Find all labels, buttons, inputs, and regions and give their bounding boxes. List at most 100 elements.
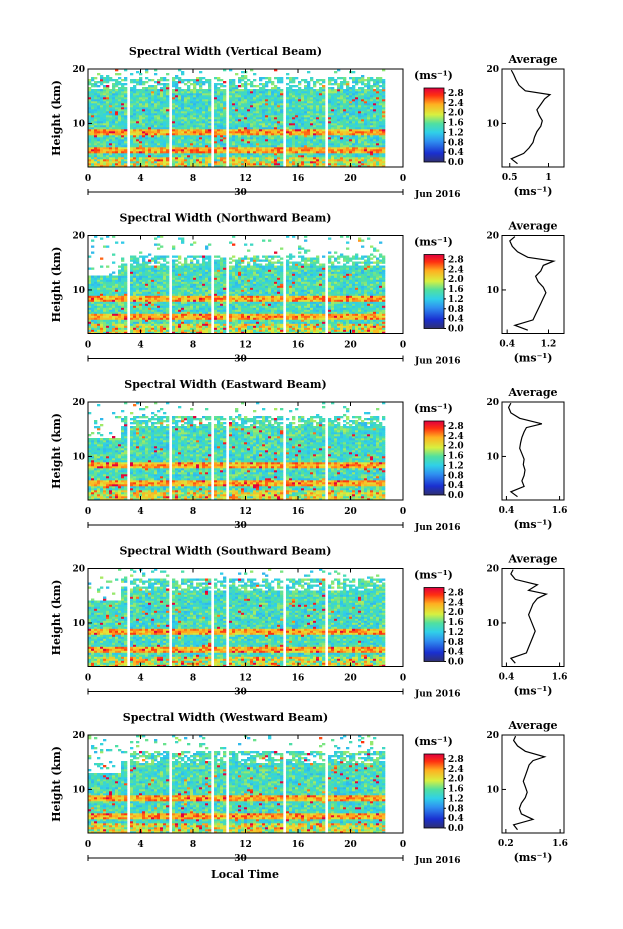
y-tick-label: 10	[72, 119, 85, 129]
x-tick-label: 0	[85, 674, 91, 684]
x-tick-label: 20	[344, 174, 357, 184]
y-tick-label: 20	[72, 398, 85, 408]
colorbar-tick-label: 2.0	[448, 275, 464, 285]
x-tick-label: 4	[137, 674, 143, 684]
y-axis-label: Height (km)	[50, 80, 63, 156]
profile-x-tick-label: 1.6	[552, 673, 568, 683]
x-tick-label: 16	[292, 174, 305, 184]
profile-y-tick-label: 10	[486, 286, 499, 296]
colorbar-tick-label: 0.0	[448, 658, 464, 668]
colorbar-tick-label: 2.4	[448, 432, 464, 442]
colorbar-tick-label: 0.8	[448, 471, 464, 481]
month-label: Jun 2016	[414, 523, 461, 533]
x-tick-label: 12	[239, 674, 252, 684]
month-label: Jun 2016	[414, 190, 461, 200]
profile-x-tick-label: 1.6	[552, 506, 568, 516]
colorbar-tick-label: 0.4	[448, 315, 464, 325]
profile-y-tick-label: 10	[486, 119, 499, 129]
colorbar-tick-label: 0.4	[448, 814, 464, 824]
colorbar-tick-label: 1.6	[448, 119, 464, 129]
colorbar	[423, 87, 445, 163]
colorbar-tick-label: 0.0	[448, 491, 464, 501]
date-label: 30	[234, 355, 247, 365]
profile-frame	[501, 68, 565, 168]
y-tick-label: 10	[72, 619, 85, 629]
profile-x-axis-label: (ms⁻¹)	[514, 851, 553, 864]
colorbar-unit: (ms⁻¹)	[414, 735, 453, 748]
profile-y-tick-label: 20	[486, 65, 499, 75]
colorbar-tick-label: 2.0	[448, 608, 464, 618]
profile-x-axis-label: (ms⁻¹)	[514, 685, 553, 698]
colorbar-tick-label: 1.6	[448, 452, 464, 462]
profile-frame	[501, 568, 565, 667]
x-tick-label: 8	[190, 674, 196, 684]
colorbar	[423, 420, 445, 496]
x-tick-label: 8	[190, 174, 196, 184]
colorbar	[423, 254, 445, 329]
panel-title: Spectral Width (Eastward Beam)	[124, 378, 326, 391]
colorbar-tick-label: 1.2	[448, 794, 464, 804]
colorbar-tick-label: 2.0	[448, 109, 464, 119]
profile-y-tick-label: 10	[486, 785, 499, 795]
y-tick-label: 10	[72, 785, 85, 795]
colorbar-tick-label: 0.4	[448, 148, 464, 158]
profile-x-tick-label: 1	[545, 173, 551, 183]
panel-title: Spectral Width (Southward Beam)	[119, 545, 331, 558]
colorbar-tick-label: 2.8	[448, 422, 464, 432]
x-tick-label: 4	[137, 507, 143, 517]
panel-title: Spectral Width (Vertical Beam)	[129, 45, 322, 58]
profile-y-tick-label: 20	[486, 565, 499, 575]
x-tick-label: 8	[190, 507, 196, 517]
x-tick-label: 16	[292, 674, 305, 684]
x-tick-label: 12	[239, 174, 252, 184]
date-label: 30	[234, 688, 247, 698]
y-axis-label: Height (km)	[50, 746, 63, 822]
colorbar	[423, 587, 445, 662]
profile-frame	[501, 401, 565, 501]
colorbar-unit: (ms⁻¹)	[414, 569, 453, 582]
profile-x-tick-label: 0.4	[499, 340, 515, 350]
x-tick-label: 20	[344, 674, 357, 684]
profile-title: Average	[507, 386, 557, 399]
date-label: 30	[234, 521, 247, 531]
colorbar-tick-label: 1.2	[448, 628, 464, 638]
panel-title: Spectral Width (Northward Beam)	[120, 212, 332, 225]
colorbar-tick-label: 2.8	[448, 755, 464, 765]
x-tick-label: 0	[400, 507, 406, 517]
x-tick-label: 12	[239, 507, 252, 517]
x-tick-label: 16	[292, 840, 305, 850]
colorbar-tick-label: 0.4	[448, 648, 464, 658]
profile-title: Average	[507, 719, 557, 732]
profile-x-tick-label: 1.2	[541, 340, 557, 350]
colorbar-unit: (ms⁻¹)	[414, 236, 453, 249]
colorbar-tick-label: 2.8	[448, 89, 464, 99]
month-label: Jun 2016	[414, 856, 461, 866]
colorbar-tick-label: 1.6	[448, 785, 464, 795]
heatmap-cells	[88, 235, 386, 334]
colorbar-tick-label: 1.2	[448, 128, 464, 138]
x-axis-label: Local Time	[211, 868, 279, 881]
profile-x-axis-label: (ms⁻¹)	[514, 352, 553, 365]
y-axis-label: Height (km)	[50, 247, 63, 323]
panel-3: Spectral Width (Eastward Beam) Height (km…	[50, 378, 567, 533]
colorbar-tick-label: 1.6	[448, 285, 464, 295]
profile-frame	[501, 734, 565, 834]
x-tick-label: 0	[400, 840, 406, 850]
profile-y-tick-label: 10	[486, 619, 499, 629]
colorbar-tick-label: 2.4	[448, 765, 464, 775]
x-tick-label: 0	[85, 341, 91, 351]
profile-x-tick-label: 0.4	[499, 673, 515, 683]
panel-4: Spectral Width (Southward Beam) Height (k…	[50, 545, 567, 700]
month-label: Jun 2016	[414, 357, 461, 367]
y-tick-label: 20	[72, 232, 85, 242]
y-axis-label: Height (km)	[50, 580, 63, 656]
x-tick-label: 20	[344, 341, 357, 351]
x-tick-label: 8	[190, 341, 196, 351]
x-tick-label: 0	[400, 174, 406, 184]
y-tick-label: 20	[72, 565, 85, 575]
profile-y-tick-label: 20	[486, 232, 499, 242]
y-tick-label: 10	[72, 286, 85, 296]
month-label: Jun 2016	[414, 690, 461, 700]
x-tick-label: 0	[400, 341, 406, 351]
